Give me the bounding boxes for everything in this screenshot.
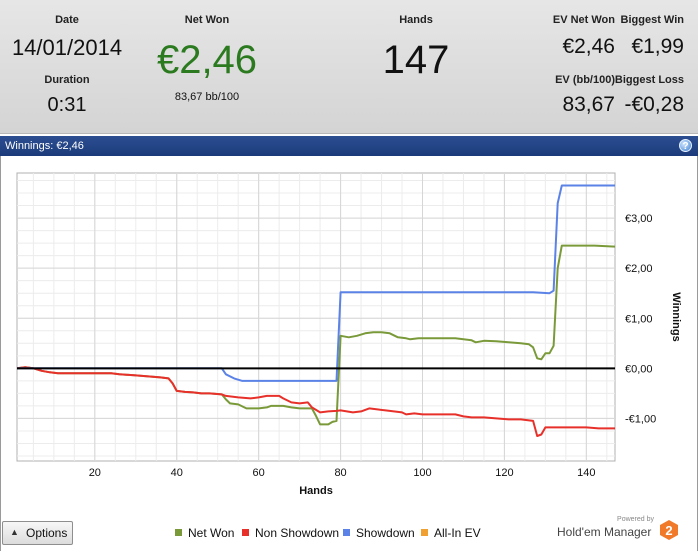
options-button[interactable]: ▲ Options xyxy=(2,521,73,545)
y-tick-label: €1,00 xyxy=(625,313,653,325)
biggest-loss-value: -€0,28 xyxy=(624,93,684,116)
hands-value: 147 xyxy=(382,38,450,82)
x-tick-label: 120 xyxy=(495,467,513,479)
hands-label: Hands xyxy=(399,14,433,26)
winnings-chart: 20 40 60 80 100 120 140 -€1,00 €0,00 €1,00 €2,00 €3… xyxy=(16,172,682,497)
winnings-title: Winnings: €2,46 xyxy=(5,140,84,152)
x-tick-label: 40 xyxy=(171,467,183,479)
y-tick-label: €3,00 xyxy=(625,213,653,225)
help-icon[interactable]: ? xyxy=(679,139,692,152)
non-showdown-swatch xyxy=(242,529,249,536)
legend-item-all-in-ev: All-In EV xyxy=(421,526,481,540)
y-axis-title: Winnings xyxy=(670,292,682,341)
options-button-label: Options xyxy=(26,526,68,540)
legend-non-showdown-label: Non Showdown xyxy=(255,526,340,540)
legend-item-showdown: Showdown xyxy=(343,526,415,540)
legend-item-non-showdown: Non Showdown xyxy=(242,526,339,540)
x-tick-label: 60 xyxy=(253,467,265,479)
date-label: Date xyxy=(55,14,79,26)
winnings-title-bar: Winnings: €2,46 ? xyxy=(0,136,698,156)
x-tick-label: 80 xyxy=(334,467,346,479)
x-tick-label: 100 xyxy=(413,467,431,479)
y-tick-label: €2,00 xyxy=(625,263,653,275)
y-tick-label: €0,00 xyxy=(625,363,653,375)
session-summary-panel: Date 14/01/2014 Duration 0:31 Net Won €2… xyxy=(0,0,698,134)
net-won-swatch xyxy=(175,529,182,536)
all-in-ev-swatch xyxy=(421,529,428,536)
expand-up-icon: ▲ xyxy=(10,527,19,537)
date-value: 14/01/2014 xyxy=(11,35,123,60)
ev-bb100-label: EV (bb/100) xyxy=(555,74,615,86)
brand-name: Hold'em Manager xyxy=(557,525,652,539)
x-axis-title: Hands xyxy=(299,485,333,497)
legend-showdown-label: Showdown xyxy=(356,526,415,540)
ev-bb100-value: 83,67 xyxy=(562,93,615,116)
powered-by-text: Powered by xyxy=(617,516,654,523)
legend-all-in-ev-label: All-In EV xyxy=(434,526,481,540)
series-line-showdown xyxy=(17,184,615,382)
ev-net-won-value: €2,46 xyxy=(562,35,615,58)
net-won-value: €2,46 xyxy=(156,38,258,82)
duration-value: 0:31 xyxy=(47,94,87,116)
legend-item-net-won: Net Won xyxy=(175,526,234,540)
y-tick-label: -€1,00 xyxy=(625,413,656,425)
biggest-loss-label: Biggest Loss xyxy=(614,74,684,86)
duration-label: Duration xyxy=(44,74,90,86)
plot-area xyxy=(16,172,616,462)
biggest-win-value: €1,99 xyxy=(631,35,684,58)
hm2-logo-digit: 2 xyxy=(665,523,672,538)
x-tick-label: 20 xyxy=(89,467,101,479)
net-won-bb100: 83,67 bb/100 xyxy=(174,91,240,103)
net-won-label: Net Won xyxy=(184,14,230,26)
legend-net-won-label: Net Won xyxy=(188,526,235,540)
biggest-win-label: Biggest Win xyxy=(620,14,684,26)
winnings-chart-area: 20 40 60 80 100 120 140 -€1,00 €0,00 €1,00 €2,00 €3… xyxy=(0,156,698,551)
ev-net-won-label: EV Net Won xyxy=(552,14,615,26)
series-line-non-showdown xyxy=(16,366,615,437)
x-tick-label: 140 xyxy=(577,467,595,479)
showdown-swatch xyxy=(343,529,350,536)
hm2-logo-icon: 2 xyxy=(660,520,678,540)
